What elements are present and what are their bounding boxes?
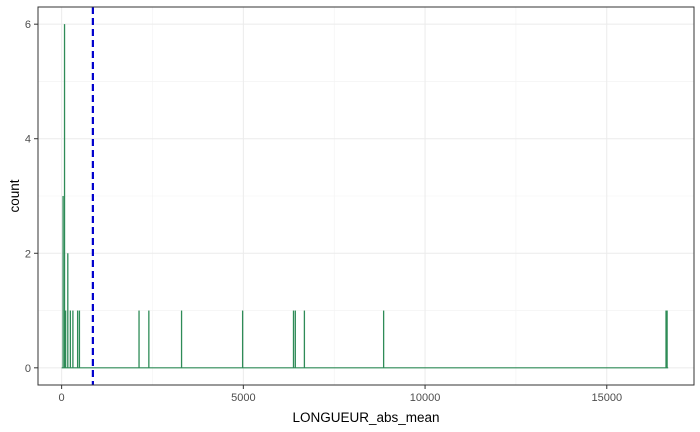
x-tick-label: 10000 [410,392,441,404]
y-tick-label: 2 [25,248,31,260]
y-axis-ticks: 0 2 4 6 [25,19,38,375]
y-tick-label: 6 [25,19,31,31]
minor-gridlines [38,7,694,385]
y-tick-label: 4 [25,134,31,146]
x-tick-label: 0 [59,392,65,404]
y-tick-label: 0 [25,363,31,375]
x-tick-label: 5000 [231,392,255,404]
x-axis-ticks: 0 5000 10000 15000 [59,385,622,404]
panel-border [37,6,695,386]
histogram-bars [61,24,669,369]
x-tick-label: 15000 [591,392,622,404]
x-axis-title: LONGUEUR_abs_mean [292,410,439,425]
y-axis-title: count [7,179,22,212]
